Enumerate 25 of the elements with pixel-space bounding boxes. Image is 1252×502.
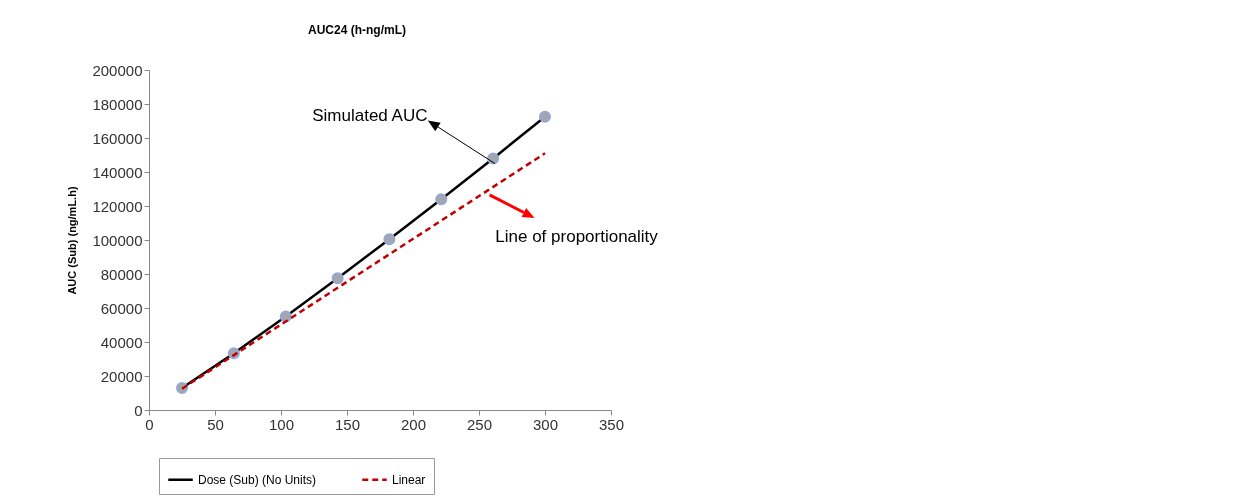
y-tick-label: 100000	[92, 231, 143, 249]
y-tick-label: 160000	[92, 129, 143, 147]
x-tick-label: 0	[145, 415, 154, 433]
y-tick-label: 80000	[100, 265, 143, 283]
x-tick-label: 100	[268, 415, 295, 433]
legend-label: Dose (Sub) (No Units)	[198, 472, 317, 487]
annotation: Line of proportionality	[495, 226, 659, 246]
y-tick-label: 140000	[92, 163, 143, 181]
y-tick-label: 0	[134, 401, 143, 419]
y-tick-label: 180000	[92, 95, 143, 113]
annotation: Simulated AUC	[312, 105, 428, 125]
y-tick-label: 20000	[100, 367, 143, 385]
y-tick-label: 120000	[92, 197, 143, 215]
x-tick-label: 150	[334, 415, 361, 433]
x-tick-label: 350	[598, 415, 625, 433]
chart-title: AUC24 (h-ng/mL)	[308, 23, 406, 37]
x-tick-label: 250	[466, 415, 493, 433]
x-tick-label: 200	[400, 415, 427, 433]
y-axis-title: AUC (Sub) (ng/mL.h)	[66, 186, 79, 295]
x-tick-label: 50	[207, 415, 224, 433]
y-tick-label: 200000	[92, 61, 143, 79]
legend-label: Linear	[392, 472, 426, 487]
x-tick-label: 300	[532, 415, 559, 433]
y-tick-label: 40000	[100, 333, 143, 351]
y-tick-label: 60000	[100, 299, 143, 317]
